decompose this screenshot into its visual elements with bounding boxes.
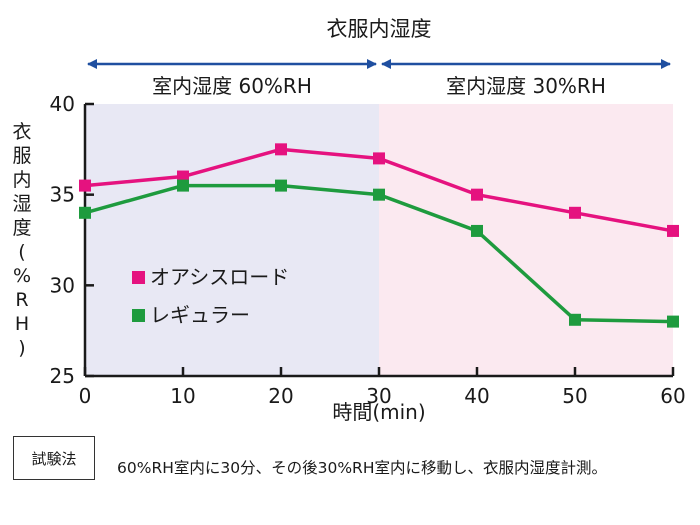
y-axis-label-glyph: 度 [12,217,31,239]
x-tick-label-50: 50 [562,384,587,408]
series-2-point-40 [471,224,483,237]
series-2-point-30 [373,188,385,201]
series-2-point-10 [177,179,189,192]
series-1-point-20 [275,143,287,156]
y-axis-label-glyph: H [15,313,29,335]
phase-label-1: 室内湿度 60%RH [152,74,312,98]
y-axis-label-glyph: 湿 [12,193,31,215]
y-axis-label-glyph: 衣 [12,121,31,143]
y-tick-label-40: 40 [50,92,75,116]
y-axis-label-glyph: 服 [12,145,31,167]
y-axis-label: 衣服内湿度(% R H) [12,121,31,359]
x-tick-label-20: 20 [268,384,293,408]
y-axis-label-glyph: 内 [12,169,31,191]
legend-swatch-1 [132,271,145,284]
series-2-point-0 [79,206,91,219]
series-1-point-60 [667,224,679,237]
x-tick-label-0: 0 [79,384,92,408]
series-1-point-40 [471,188,483,201]
phase-band-2 [379,104,673,376]
series-1-point-10 [177,170,189,183]
series-2-point-50 [569,313,581,326]
chart-title: 衣服内湿度 [327,17,432,41]
series-1-point-50 [569,206,581,219]
phase-band-1 [85,104,379,376]
series-1-point-30 [373,152,385,165]
method-label: 試験法 [13,436,95,480]
legend-label-1: オアシスロード [150,265,289,289]
y-tick-label-35: 35 [50,183,75,207]
legend-label-2: レギュラー [150,303,250,327]
x-tick-label-10: 10 [170,384,195,408]
y-axis-label-glyph: % [13,265,31,287]
y-axis-label-glyph: ) [18,337,25,359]
x-tick-label-60: 60 [660,384,685,408]
y-axis-label-glyph: ( [18,241,25,263]
y-tick-label-25: 25 [50,364,75,388]
phase-label-2: 室内湿度 30%RH [446,74,606,98]
x-axis-label: 時間(min) [332,400,425,424]
x-tick-label-40: 40 [464,384,489,408]
y-tick-label-30: 30 [50,273,75,297]
method-description: 60%RH室内に30分、その後30%RH室内に移動し、衣服内湿度計測。 [117,459,607,477]
series-2-point-20 [275,179,287,192]
legend-swatch-2 [132,309,145,322]
series-1-point-0 [79,179,91,192]
x-tick-label-30: 30 [366,384,391,408]
series-2-point-60 [667,315,679,328]
y-axis-label-glyph: R [15,289,28,311]
